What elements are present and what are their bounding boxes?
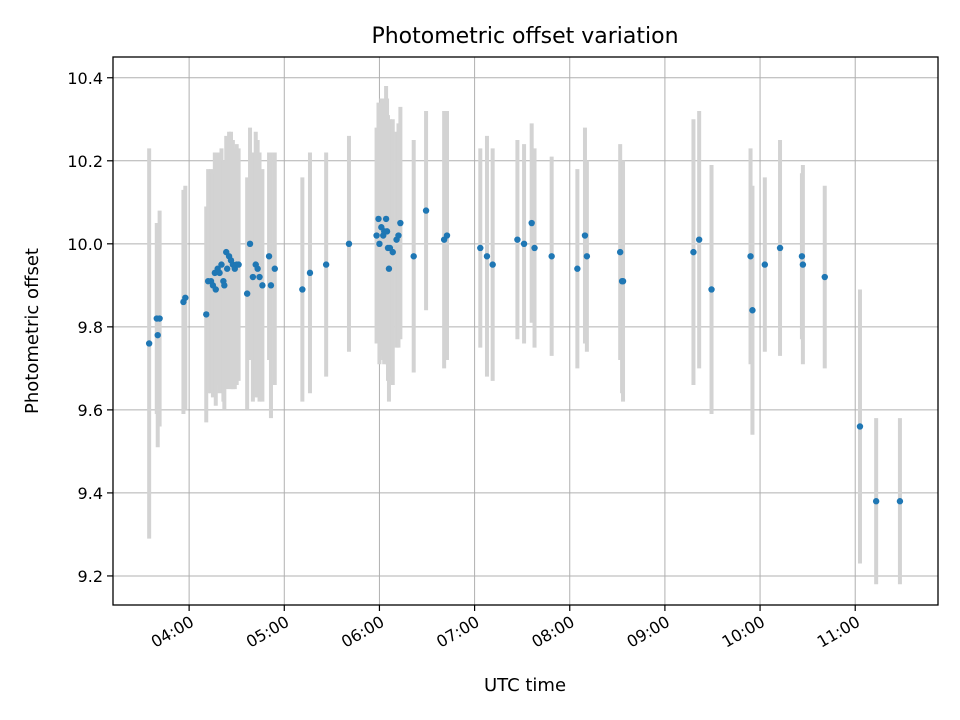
data-point (243, 290, 251, 297)
data-point (477, 244, 484, 252)
y-tick-label: 10.0 (67, 235, 103, 254)
data-point (259, 282, 266, 289)
y-tick-label: 10.2 (67, 152, 103, 171)
data-point (218, 261, 225, 268)
data-point (443, 232, 451, 239)
data-point (375, 215, 382, 223)
data-point (203, 311, 210, 318)
y-tick-label: 10.4 (67, 69, 103, 88)
data-points (145, 207, 904, 505)
data-point (216, 269, 223, 277)
data-point (299, 286, 306, 293)
data-point (798, 253, 806, 260)
data-point (267, 282, 275, 289)
data-point (548, 253, 555, 260)
data-point (397, 219, 404, 227)
data-point (489, 261, 496, 268)
data-point (422, 207, 430, 214)
y-tick-label: 9.4 (78, 484, 103, 503)
data-point (690, 248, 697, 256)
data-point (708, 286, 715, 293)
data-point (154, 331, 161, 339)
data-point (574, 265, 581, 272)
data-point (619, 277, 627, 285)
plot-frame (112, 56, 939, 606)
data-point (514, 236, 521, 243)
data-point (376, 240, 383, 248)
data-point (896, 498, 904, 505)
x-axis-label: UTC time (484, 675, 566, 696)
data-point (373, 232, 380, 239)
data-point (872, 498, 880, 505)
data-point (385, 265, 393, 272)
data-point (528, 219, 535, 227)
data-point (306, 269, 314, 277)
data-point (583, 253, 591, 260)
data-point (382, 215, 390, 223)
chart-title: Photometric offset variation (371, 24, 678, 49)
data-point (799, 261, 807, 268)
y-tick-label: 9.8 (78, 318, 103, 337)
data-point (271, 265, 278, 272)
data-point (249, 273, 257, 281)
data-point (182, 294, 189, 301)
data-point (254, 265, 261, 272)
data-point (776, 244, 784, 252)
data-point (383, 228, 391, 235)
data-point (749, 307, 756, 314)
y-tick-label: 9.2 (78, 567, 103, 586)
y-axis-label: Photometric offset (22, 248, 43, 414)
data-point (145, 340, 153, 347)
data-point (821, 273, 828, 281)
data-point (531, 244, 538, 252)
data-point (520, 240, 528, 248)
data-point (856, 423, 864, 430)
data-point (322, 261, 330, 268)
data-point (223, 265, 231, 272)
data-point (483, 253, 491, 260)
data-point (395, 232, 402, 239)
data-point (221, 282, 228, 289)
data-point (389, 248, 396, 256)
data-point (156, 315, 163, 322)
data-point (761, 261, 769, 268)
data-point (212, 286, 219, 293)
data-point (695, 236, 703, 243)
data-point (265, 253, 273, 260)
data-point (256, 273, 263, 281)
data-point (581, 232, 589, 239)
data-point (616, 248, 624, 256)
data-point (345, 240, 353, 248)
data-point (246, 240, 254, 248)
y-axis-ticks: 9.2 9.4 9.6 9.8 10.0 10.2 10.4 (67, 69, 113, 586)
y-tick-label: 9.6 (78, 401, 103, 420)
data-point (410, 253, 417, 260)
data-point (235, 261, 242, 268)
data-point (747, 253, 754, 260)
